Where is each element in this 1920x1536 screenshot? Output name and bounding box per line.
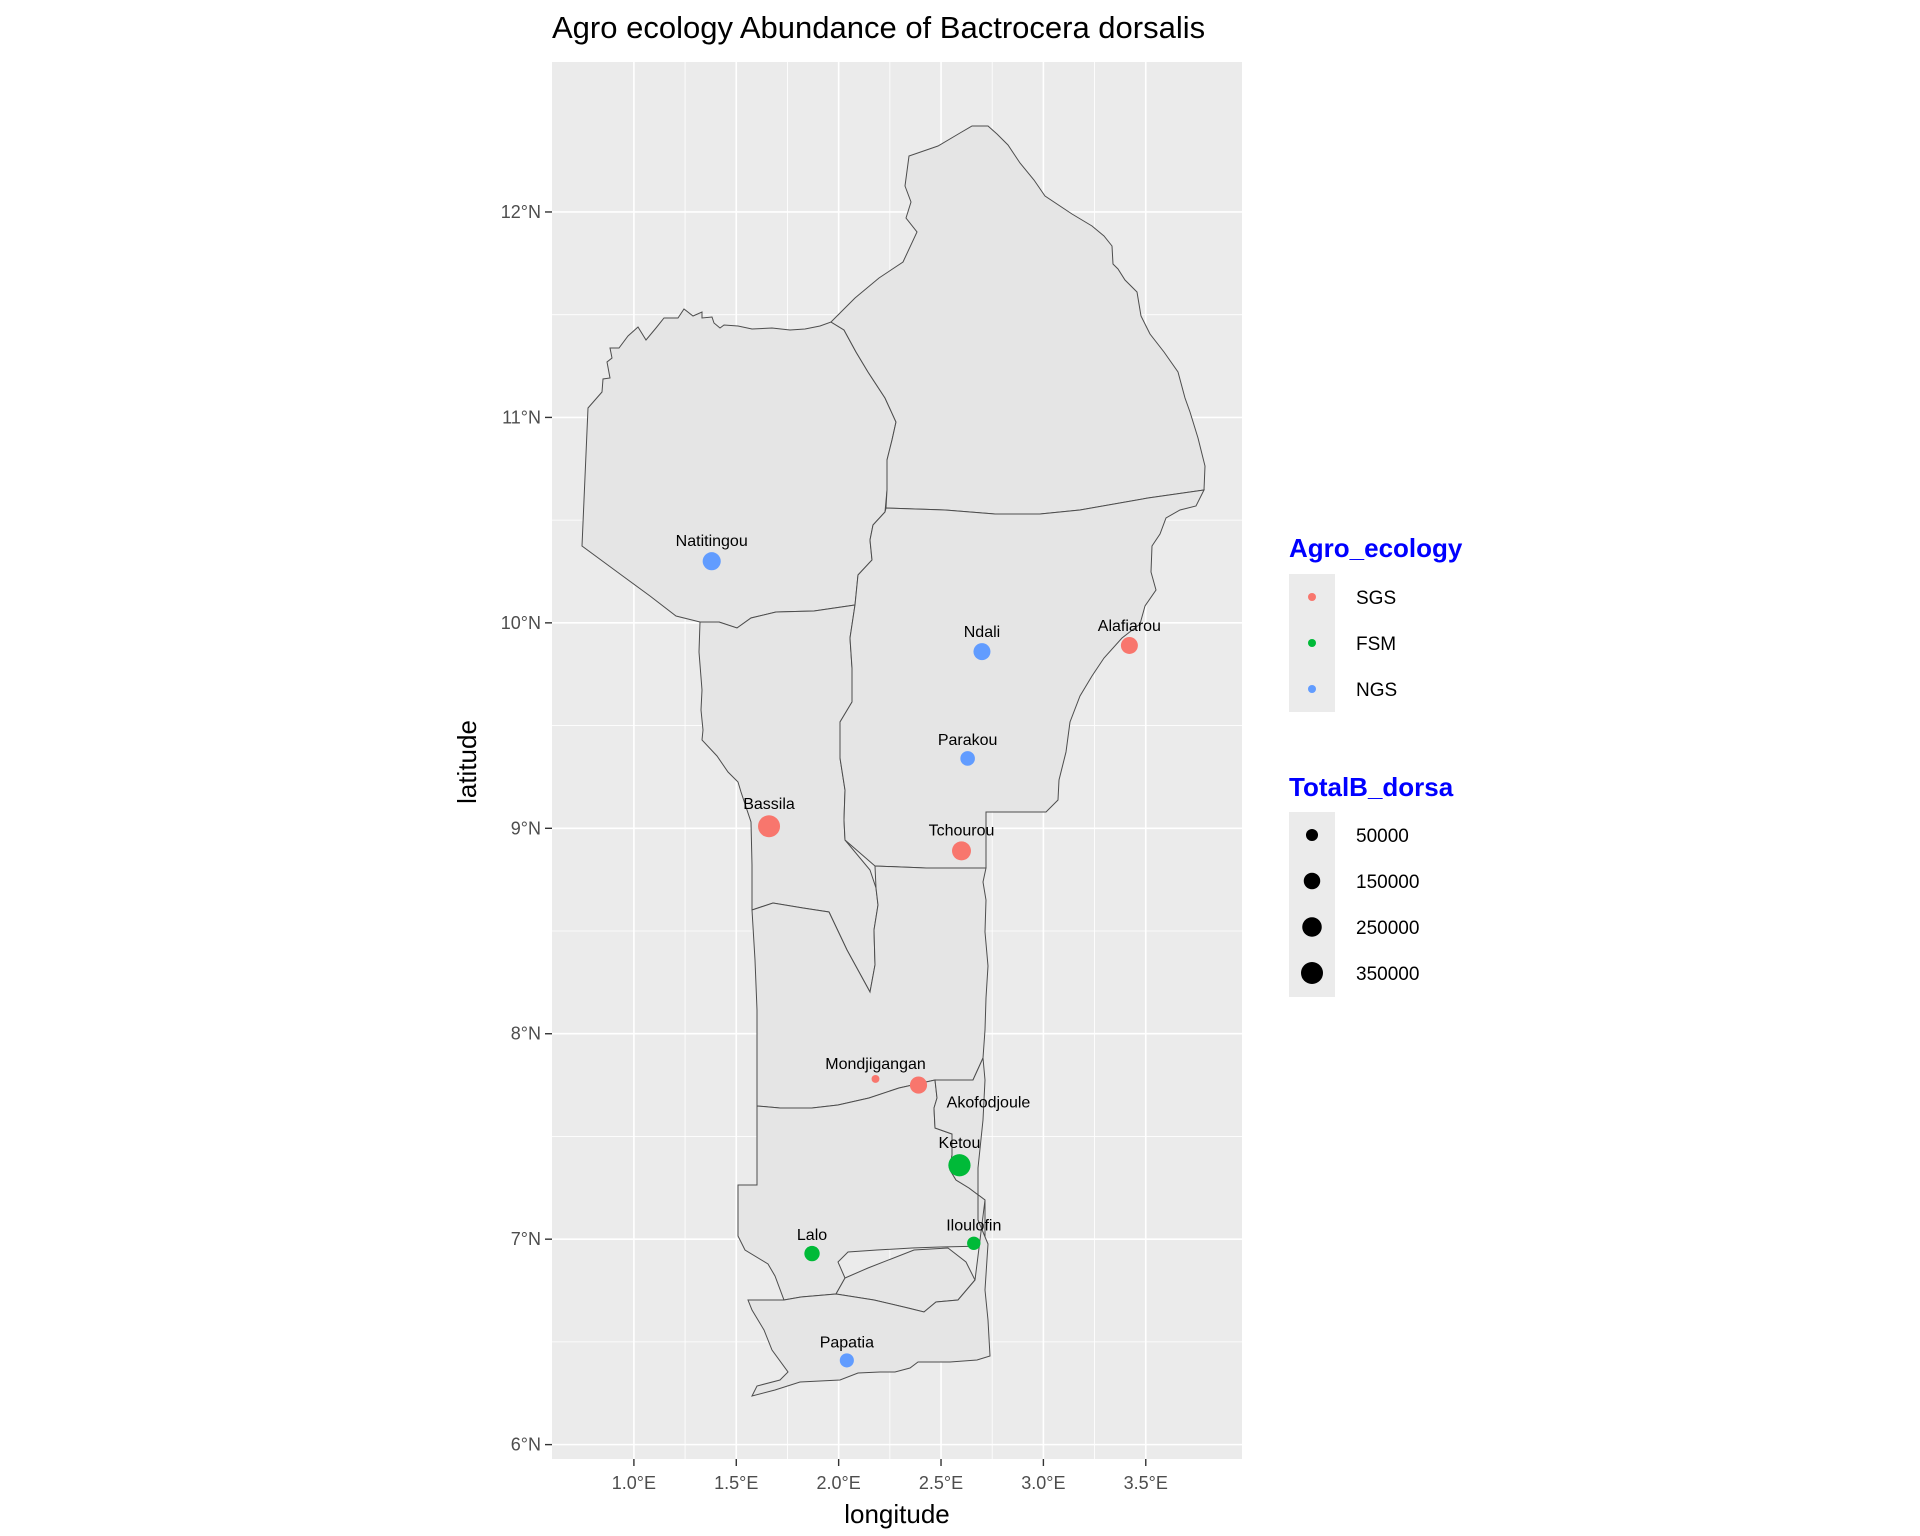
data-points xyxy=(702,552,1138,1368)
size-legend-key-250000 xyxy=(1302,917,1322,937)
map-title: Agro ecology Abundance of Bactrocera dor… xyxy=(552,10,1205,45)
site-label-natitingou: Natitingou xyxy=(676,533,748,550)
y-tick-label: 11°N xyxy=(502,407,541,427)
size-legend-key-50000 xyxy=(1305,828,1319,842)
site-label-mondjigangan: Mondjigangan xyxy=(825,1056,926,1073)
data-point-bassila xyxy=(758,815,781,838)
y-tick-label: 7°N xyxy=(511,1229,541,1249)
x-tick-label: 3.0°E xyxy=(1021,1473,1065,1493)
site-label-parakou: Parakou xyxy=(938,732,998,749)
size-legend-title: TotalB_dorsa xyxy=(1289,772,1454,802)
color-legend-label-sgs: SGS xyxy=(1356,588,1396,609)
size-legend-label-50000: 50000 xyxy=(1356,826,1409,847)
site-label-papatia: Papatia xyxy=(820,1334,874,1351)
color-legend-key-fsm xyxy=(1308,639,1316,647)
color-legend-key-ngs xyxy=(1308,685,1316,693)
data-point-iloulofin xyxy=(967,1236,981,1250)
data-point-parakou xyxy=(960,751,975,766)
color-legend-key-sgs xyxy=(1308,593,1316,601)
region-south-east xyxy=(747,1056,991,1397)
data-point-akofodjoule xyxy=(909,1076,928,1094)
site-label-tchourou: Tchourou xyxy=(929,822,995,839)
x-tick-label: 1.0°E xyxy=(612,1473,656,1493)
y-tick-label: 9°N xyxy=(511,818,541,838)
data-point-ketou xyxy=(948,1154,971,1177)
data-point-alafiarou xyxy=(1120,636,1138,654)
data-point-mondjigangan xyxy=(871,1074,880,1083)
color-legend-title: Agro_ecology xyxy=(1289,533,1463,563)
country-boundary-map xyxy=(581,125,1206,1397)
data-point-tchourou xyxy=(952,841,971,861)
x-tick-label: 2.0°E xyxy=(817,1473,861,1493)
y-tick-label: 10°N xyxy=(501,613,541,633)
size-legend-label-150000: 150000 xyxy=(1356,872,1419,893)
y-tick-label: 6°N xyxy=(511,1435,541,1455)
site-label-lalo: Lalo xyxy=(797,1227,827,1244)
color-legend-label-fsm: FSM xyxy=(1356,634,1396,655)
site-label-ndali: Ndali xyxy=(964,624,1000,641)
data-point-papatia xyxy=(839,1353,854,1368)
site-label-akofodjoule: Akofodjoule xyxy=(947,1095,1031,1112)
y-axis: 6°N 7°N 8°N 9°N 10°N 11°N 12°N xyxy=(501,202,552,1455)
y-axis-label: latitude xyxy=(452,720,482,804)
region-east-central xyxy=(839,489,1205,869)
color-legend-label-ngs: NGS xyxy=(1356,680,1397,701)
x-tick-label: 1.5°E xyxy=(714,1473,758,1493)
x-tick-label: 3.5°E xyxy=(1124,1473,1168,1493)
data-point-natitingou xyxy=(702,552,721,571)
site-label-alafiarou: Alafiarou xyxy=(1098,618,1161,635)
site-label-bassila: Bassila xyxy=(743,796,795,813)
site-label-ketou: Ketou xyxy=(939,1135,981,1152)
color-legend: Agro_ecology SGS FSM NGS xyxy=(1289,533,1463,712)
region-north-west xyxy=(581,308,897,629)
x-axis: 1.0°E 1.5°E 2.0°E 2.5°E 3.0°E 3.5°E xyxy=(612,1459,1168,1493)
site-label-iloulofin: Iloulofin xyxy=(946,1218,1001,1235)
y-tick-label: 12°N xyxy=(501,202,541,222)
size-legend-key-150000 xyxy=(1303,872,1321,890)
site-labels: Natitingou Ndali Alafiarou Parakou Bassila Tc… xyxy=(676,533,1161,1351)
size-legend-label-250000: 250000 xyxy=(1356,918,1419,939)
size-legend: TotalB_dorsa 50000 150000 250000 350000 xyxy=(1289,772,1454,997)
data-point-ndali xyxy=(973,643,991,661)
size-legend-key-350000 xyxy=(1301,962,1323,984)
size-legend-label-350000: 350000 xyxy=(1356,964,1419,985)
x-axis-label: longitude xyxy=(844,1499,950,1529)
y-tick-label: 8°N xyxy=(511,1024,541,1044)
x-tick-label: 2.5°E xyxy=(919,1473,963,1493)
data-point-lalo xyxy=(804,1245,820,1262)
region-north-east xyxy=(830,125,1206,515)
